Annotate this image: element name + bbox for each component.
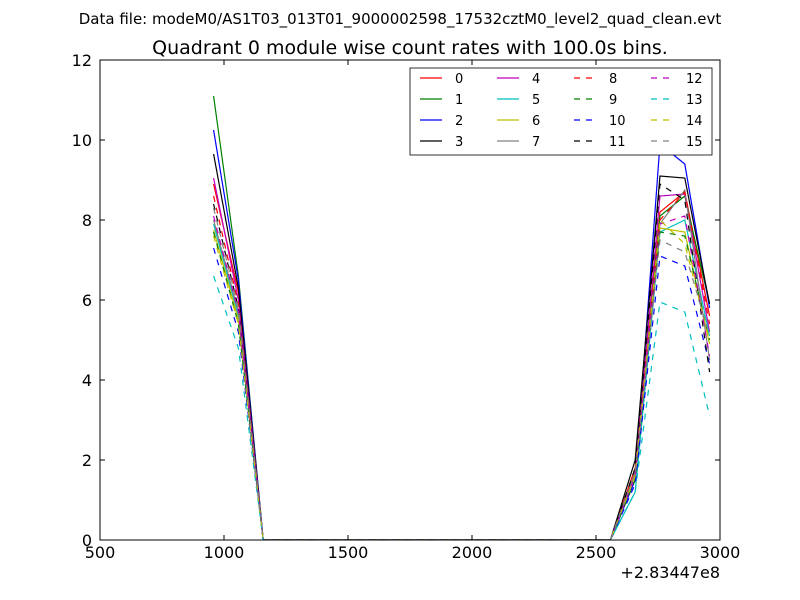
legend-label-12: 12: [686, 72, 703, 87]
legend-label-11: 11: [609, 135, 626, 150]
legend-label-7: 7: [532, 135, 540, 150]
series-line-2: [212, 129, 711, 540]
y-tick-label: 2: [82, 451, 92, 470]
y-tick-label: 8: [82, 211, 92, 230]
legend-label-13: 13: [686, 93, 703, 108]
series-line-15: [212, 207, 711, 540]
legend-label-8: 8: [609, 72, 617, 87]
x-tick-label: 500: [85, 543, 116, 562]
x-tick-label: 1000: [204, 543, 245, 562]
x-offset-text: +2.83447e8: [620, 563, 720, 582]
legend-label-0: 0: [455, 72, 463, 87]
legend-box: [409, 67, 713, 156]
y-tick-label: 4: [82, 371, 92, 390]
x-tick-label: 2000: [452, 543, 493, 562]
legend-label-3: 3: [455, 135, 463, 150]
legend-label-14: 14: [686, 114, 703, 129]
legend-label-10: 10: [609, 114, 626, 129]
chart-title: Quadrant 0 module wise count rates with …: [152, 37, 668, 59]
legend-label-1: 1: [455, 93, 463, 108]
y-tick-label: 0: [82, 531, 92, 550]
series-line-10: [213, 247, 711, 540]
legend-label-5: 5: [532, 93, 540, 108]
plot-area: [212, 95, 711, 540]
series-line-13: [213, 275, 711, 540]
series-line-3: [212, 153, 711, 540]
series-line-14: [213, 218, 711, 540]
x-tick-label: 1500: [328, 543, 369, 562]
x-tick-label: 3000: [700, 543, 741, 562]
legend-label-2: 2: [455, 114, 463, 129]
y-tick-label: 12: [72, 51, 92, 70]
legend-label-9: 9: [609, 93, 617, 108]
y-tick-label: 10: [72, 131, 92, 150]
legend-label-15: 15: [686, 135, 703, 150]
x-tick-label: 2500: [576, 543, 617, 562]
legend-label-6: 6: [532, 114, 540, 129]
y-tick-label: 6: [82, 291, 92, 310]
suptitle: Data file: modeM0/AS1T03_013T01_90000025…: [79, 10, 722, 29]
legend-label-4: 4: [532, 72, 540, 87]
axes-frame: [99, 59, 721, 541]
